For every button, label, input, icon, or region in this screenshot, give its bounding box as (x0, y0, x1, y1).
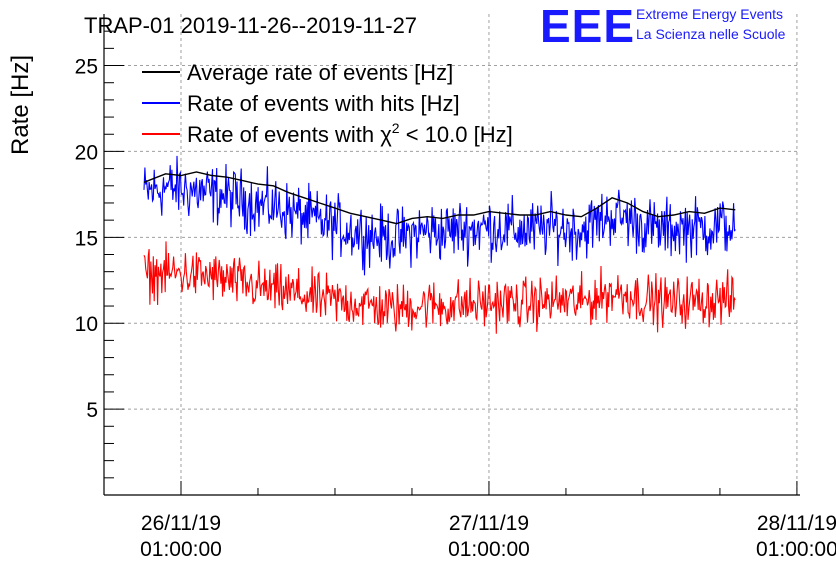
y-tick-label-5: 5 (86, 399, 98, 422)
logo-line1: Extreme Energy Events (636, 6, 783, 22)
series-line-2 (143, 241, 736, 334)
x-tick-time-1: 01:00:00 (448, 538, 530, 561)
y-tick-label-20: 20 (75, 141, 98, 164)
x-tick-date-1: 27/11/19 (449, 512, 529, 535)
x-tick-time-0: 01:00:00 (140, 538, 222, 561)
chart-title: TRAP-01 2019-11-26--2019-11-27 (84, 13, 417, 38)
grid-lines (104, 14, 800, 495)
series-line-1 (143, 155, 736, 276)
logo-line2: La Scienza nelle Scuole (636, 26, 786, 42)
legend-chi2-superscript: 2 (392, 120, 400, 136)
legend-label-average: Average rate of events [Hz] (187, 60, 453, 85)
legend-chi2-symbol: χ (380, 122, 392, 147)
y-tick-label-25: 25 (75, 56, 98, 79)
x-tick-date-2: 28/11/19 (757, 512, 836, 535)
legend-label-hits: Rate of events with hits [Hz] (187, 91, 460, 116)
y-tick-label-10: 10 (75, 313, 98, 336)
x-tick-time-2: 01:00:00 (756, 538, 836, 561)
eee-logo: EEE Extreme Energy Events La Scienza nel… (540, 0, 786, 52)
series-group (143, 155, 736, 334)
legend: Average rate of events [Hz] Rate of even… (142, 60, 513, 147)
axes: 5 10 15 20 25 26/11/19 01:00:00 27/11/19 01:00:0… (75, 14, 836, 561)
series-line-0 (143, 171, 736, 225)
legend-chi2-prefix: Rate of events with (187, 122, 380, 147)
logo-mark: EEE (540, 0, 635, 52)
y-axis-title: Rate [Hz] (7, 55, 34, 155)
y-tick-label-15: 15 (75, 227, 98, 250)
legend-label-chi2: Rate of events with χ2 < 10.0 [Hz] (187, 120, 513, 147)
legend-chi2-suffix: < 10.0 [Hz] (400, 122, 513, 147)
x-tick-date-0: 26/11/19 (141, 512, 221, 535)
